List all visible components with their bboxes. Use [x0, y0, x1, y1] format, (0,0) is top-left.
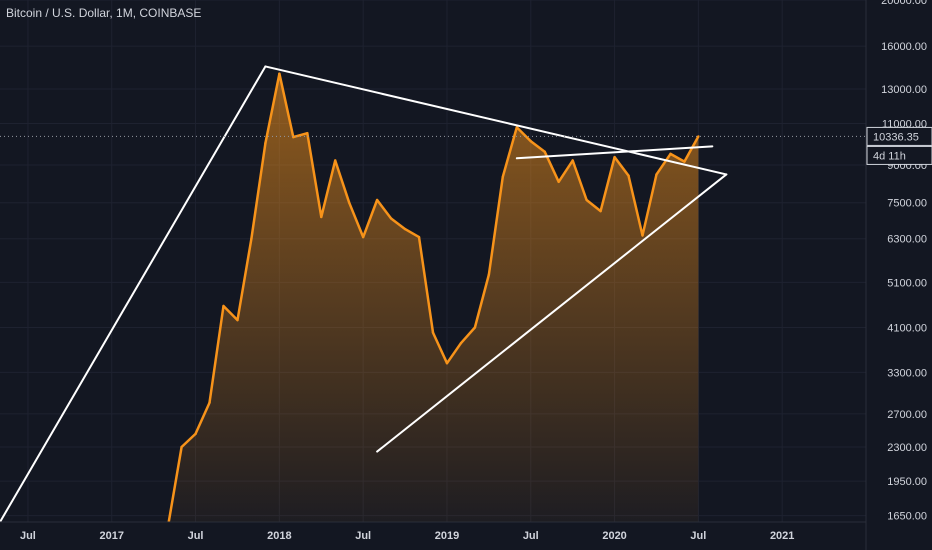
x-tick-label: Jul — [690, 530, 706, 542]
y-tick-label: 13000.00 — [881, 84, 927, 96]
price-point — [445, 361, 449, 365]
price-area — [167, 72, 700, 522]
y-tick-label: 5100.00 — [887, 277, 927, 289]
price-point — [250, 237, 253, 240]
price-point — [697, 135, 700, 138]
price-area-fill — [167, 73, 699, 522]
price-point — [361, 235, 365, 239]
price-point — [557, 180, 560, 183]
price-point — [529, 139, 532, 143]
y-tick-label: 3300.00 — [887, 367, 927, 379]
price-point — [459, 342, 463, 345]
price-point — [222, 304, 225, 308]
price-point — [515, 126, 519, 129]
price-point — [431, 331, 435, 334]
price-point — [585, 198, 588, 202]
x-tick-label: Jul — [523, 530, 539, 542]
x-tick-label: Jul — [20, 530, 36, 542]
price-point — [599, 209, 602, 213]
price-point — [194, 432, 197, 436]
price-point — [236, 318, 239, 322]
price-point — [669, 152, 672, 156]
price-point — [683, 160, 686, 163]
price-point — [487, 273, 491, 276]
price-point — [473, 326, 477, 329]
x-tick-label: Jul — [188, 530, 204, 542]
y-tick-label: 6300.00 — [887, 234, 927, 246]
price-tags: 10336.35 4d 11h — [0, 126, 932, 165]
price-point — [655, 173, 658, 176]
price-point — [417, 235, 421, 239]
price-point — [320, 215, 323, 219]
x-tick-label: 2018 — [267, 530, 291, 542]
x-axis[interactable]: Jul 2017 Jul 2018 Jul 2019 Jul 2020 Jul 2021 — [20, 530, 794, 542]
price-point — [571, 159, 574, 162]
current-price-tag — [866, 126, 932, 146]
trend-line[interactable] — [515, 145, 714, 160]
chart-title: Bitcoin / U.S. Dollar, 1M, COINBASE — [6, 6, 201, 20]
y-tick-label: 7500.00 — [887, 198, 927, 210]
y-tick-label: 20000.00 — [881, 0, 927, 7]
price-point — [627, 174, 630, 177]
x-tick-label: 2020 — [602, 530, 626, 542]
price-point — [641, 234, 644, 237]
trend-line[interactable] — [0, 65, 267, 522]
price-point — [389, 217, 393, 220]
y-tick-label: 1950.00 — [887, 476, 927, 488]
countdown-label: 4d 11h — [873, 150, 906, 162]
y-tick-label: 2300.00 — [887, 442, 927, 454]
y-tick-label: 2700.00 — [887, 409, 927, 421]
trend-lines — [0, 65, 728, 522]
trend-line[interactable] — [264, 65, 728, 176]
price-point — [180, 445, 183, 449]
x-tick-label: 2021 — [770, 530, 794, 542]
current-price-label: 10336.35 — [873, 131, 919, 143]
y-tick-label: 4100.00 — [887, 323, 927, 335]
x-tick-label: 2019 — [435, 530, 459, 542]
countdown-tag — [866, 145, 932, 165]
x-tick-label: Jul — [355, 530, 371, 542]
x-tick-label: 2017 — [99, 530, 123, 542]
price-point — [278, 72, 281, 75]
price-point — [613, 155, 616, 159]
price-point — [347, 201, 351, 204]
price-point — [403, 227, 407, 231]
price-point — [501, 175, 505, 179]
y-tick-label: 1650.00 — [887, 511, 927, 523]
price-point — [264, 142, 267, 145]
price-point — [208, 401, 211, 404]
price-point — [375, 198, 379, 202]
price-point — [334, 159, 337, 162]
price-point — [543, 150, 546, 153]
trend-line[interactable] — [376, 173, 728, 453]
y-tick-label: 16000.00 — [881, 41, 927, 53]
price-point — [306, 131, 309, 135]
